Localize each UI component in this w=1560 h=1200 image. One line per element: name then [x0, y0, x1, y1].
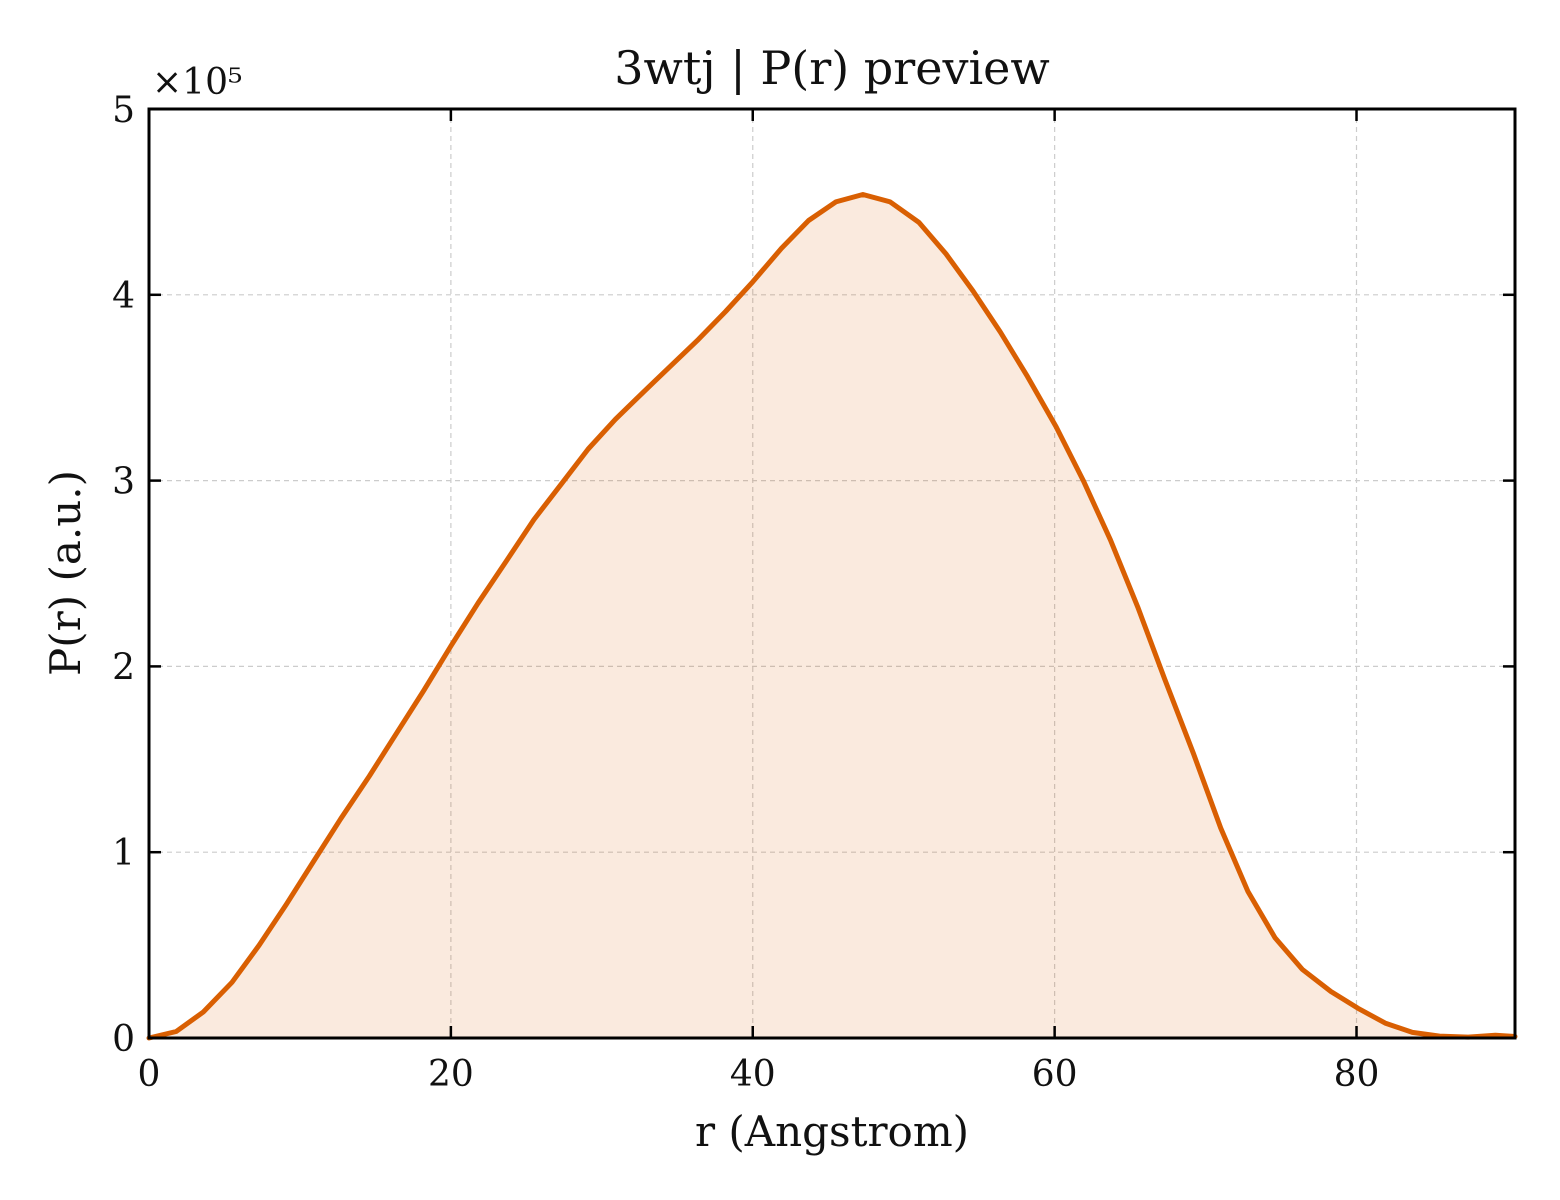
y-tick-label-1: 1: [112, 833, 135, 874]
series-layer: [146, 192, 1518, 1041]
x-tick-label-2: 40: [730, 1054, 776, 1095]
y-multiplier-label: ×10⁵: [152, 62, 242, 103]
x-axis-label: r (Angstrom): [695, 1107, 969, 1156]
x-tick-label-4: 80: [1334, 1054, 1380, 1095]
y-tick-label-3: 3: [112, 462, 135, 503]
series-line-0: [146, 192, 1518, 1041]
y-axis-label: P(r) (a.u.): [41, 470, 90, 676]
y-tick-label-2: 2: [112, 647, 135, 688]
x-tick-label-1: 20: [428, 1054, 474, 1095]
grid: [149, 109, 1515, 1038]
x-tick-label-0: 0: [138, 1054, 161, 1095]
y-tick-label-5: 5: [112, 90, 135, 131]
chart-title: 3wtj | P(r) preview: [614, 41, 1050, 95]
plot-frame: [147, 107, 1517, 1040]
y-tick-label-0: 0: [112, 1019, 135, 1060]
x-tick-label-3: 60: [1032, 1054, 1078, 1095]
ticks: 0 20 40 60 80 0 1 2 3 4 5: [112, 90, 1515, 1095]
y-tick-label-4: 4: [112, 276, 135, 317]
series-area-fill-0: [149, 194, 1515, 1038]
